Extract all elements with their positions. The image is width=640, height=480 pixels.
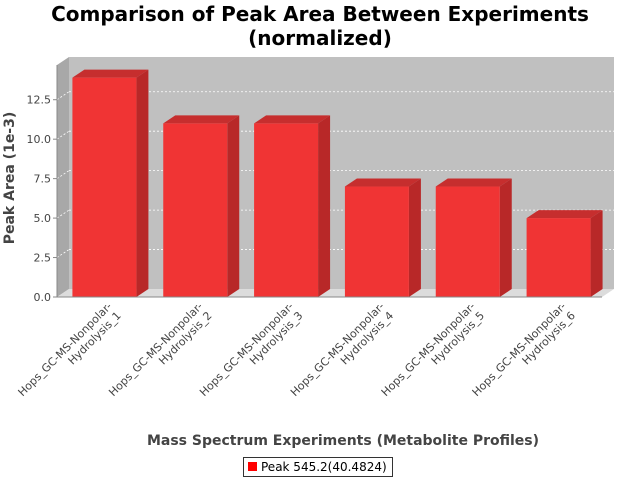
chart-title: Comparison of Peak Area Between Experime… — [0, 2, 640, 50]
bar-top — [344, 178, 421, 187]
legend-label: Peak 545.2(40.4824) — [261, 460, 387, 474]
bar-top — [435, 178, 512, 187]
bar-front — [435, 186, 500, 297]
plot-back-wall — [69, 57, 614, 289]
chart-title-line-1: Comparison of Peak Area Between Experime… — [51, 2, 589, 26]
bar-top — [163, 115, 240, 124]
gridline-wall — [56, 130, 70, 140]
gridlines — [56, 91, 614, 258]
bar-side — [590, 210, 603, 297]
bars — [72, 69, 603, 297]
legend-swatch — [248, 462, 257, 471]
bar — [72, 69, 149, 297]
bar-front — [72, 77, 137, 297]
plot-left-wall — [57, 57, 69, 297]
y-tick-label: 7.5 — [34, 173, 52, 186]
bar-front — [526, 218, 591, 297]
x-axis-label: Mass Spectrum Experiments (Metabolite Pr… — [147, 433, 539, 449]
legend: Peak 545.2(40.4824) — [243, 457, 393, 477]
bar-front — [254, 123, 319, 297]
bar-side — [499, 178, 512, 297]
y-tick-label: 0.0 — [34, 291, 52, 304]
y-tick-label: 10.0 — [27, 133, 52, 146]
gridline-wall — [56, 209, 70, 219]
bar-side — [408, 178, 421, 297]
bar-side — [136, 69, 149, 297]
bar — [254, 115, 331, 297]
bar — [344, 178, 421, 297]
bar-top — [72, 69, 149, 78]
bar — [435, 178, 512, 297]
y-axis: 0.0 2.5 5.0 7.5 10.0 12.5 — [27, 65, 58, 304]
gridline-wall — [56, 91, 70, 101]
chart-title-line-2: (normalized) — [248, 26, 392, 50]
x-axis: Hops_GC-MS-Nonpolar-Hydrolysis_1Hops_GC-… — [15, 296, 602, 408]
bar-front — [344, 186, 409, 297]
y-tick-label: 5.0 — [34, 212, 52, 225]
bar-side — [227, 115, 240, 297]
gridline-wall — [56, 249, 70, 258]
bar-top — [526, 210, 603, 219]
bar-front — [163, 123, 228, 297]
bar-top — [254, 115, 331, 124]
bar — [526, 210, 603, 297]
gridline-wall — [56, 170, 70, 179]
y-tick-label: 2.5 — [34, 252, 52, 265]
bar-side — [318, 115, 331, 297]
bar — [163, 115, 240, 297]
y-tick-label: 12.5 — [27, 94, 52, 107]
y-axis-label: Peak Area (1e-3) — [2, 112, 18, 245]
x-tick-label: Hops_GC-MS-Nonpolar-Hydrolysis_6 — [470, 300, 578, 408]
